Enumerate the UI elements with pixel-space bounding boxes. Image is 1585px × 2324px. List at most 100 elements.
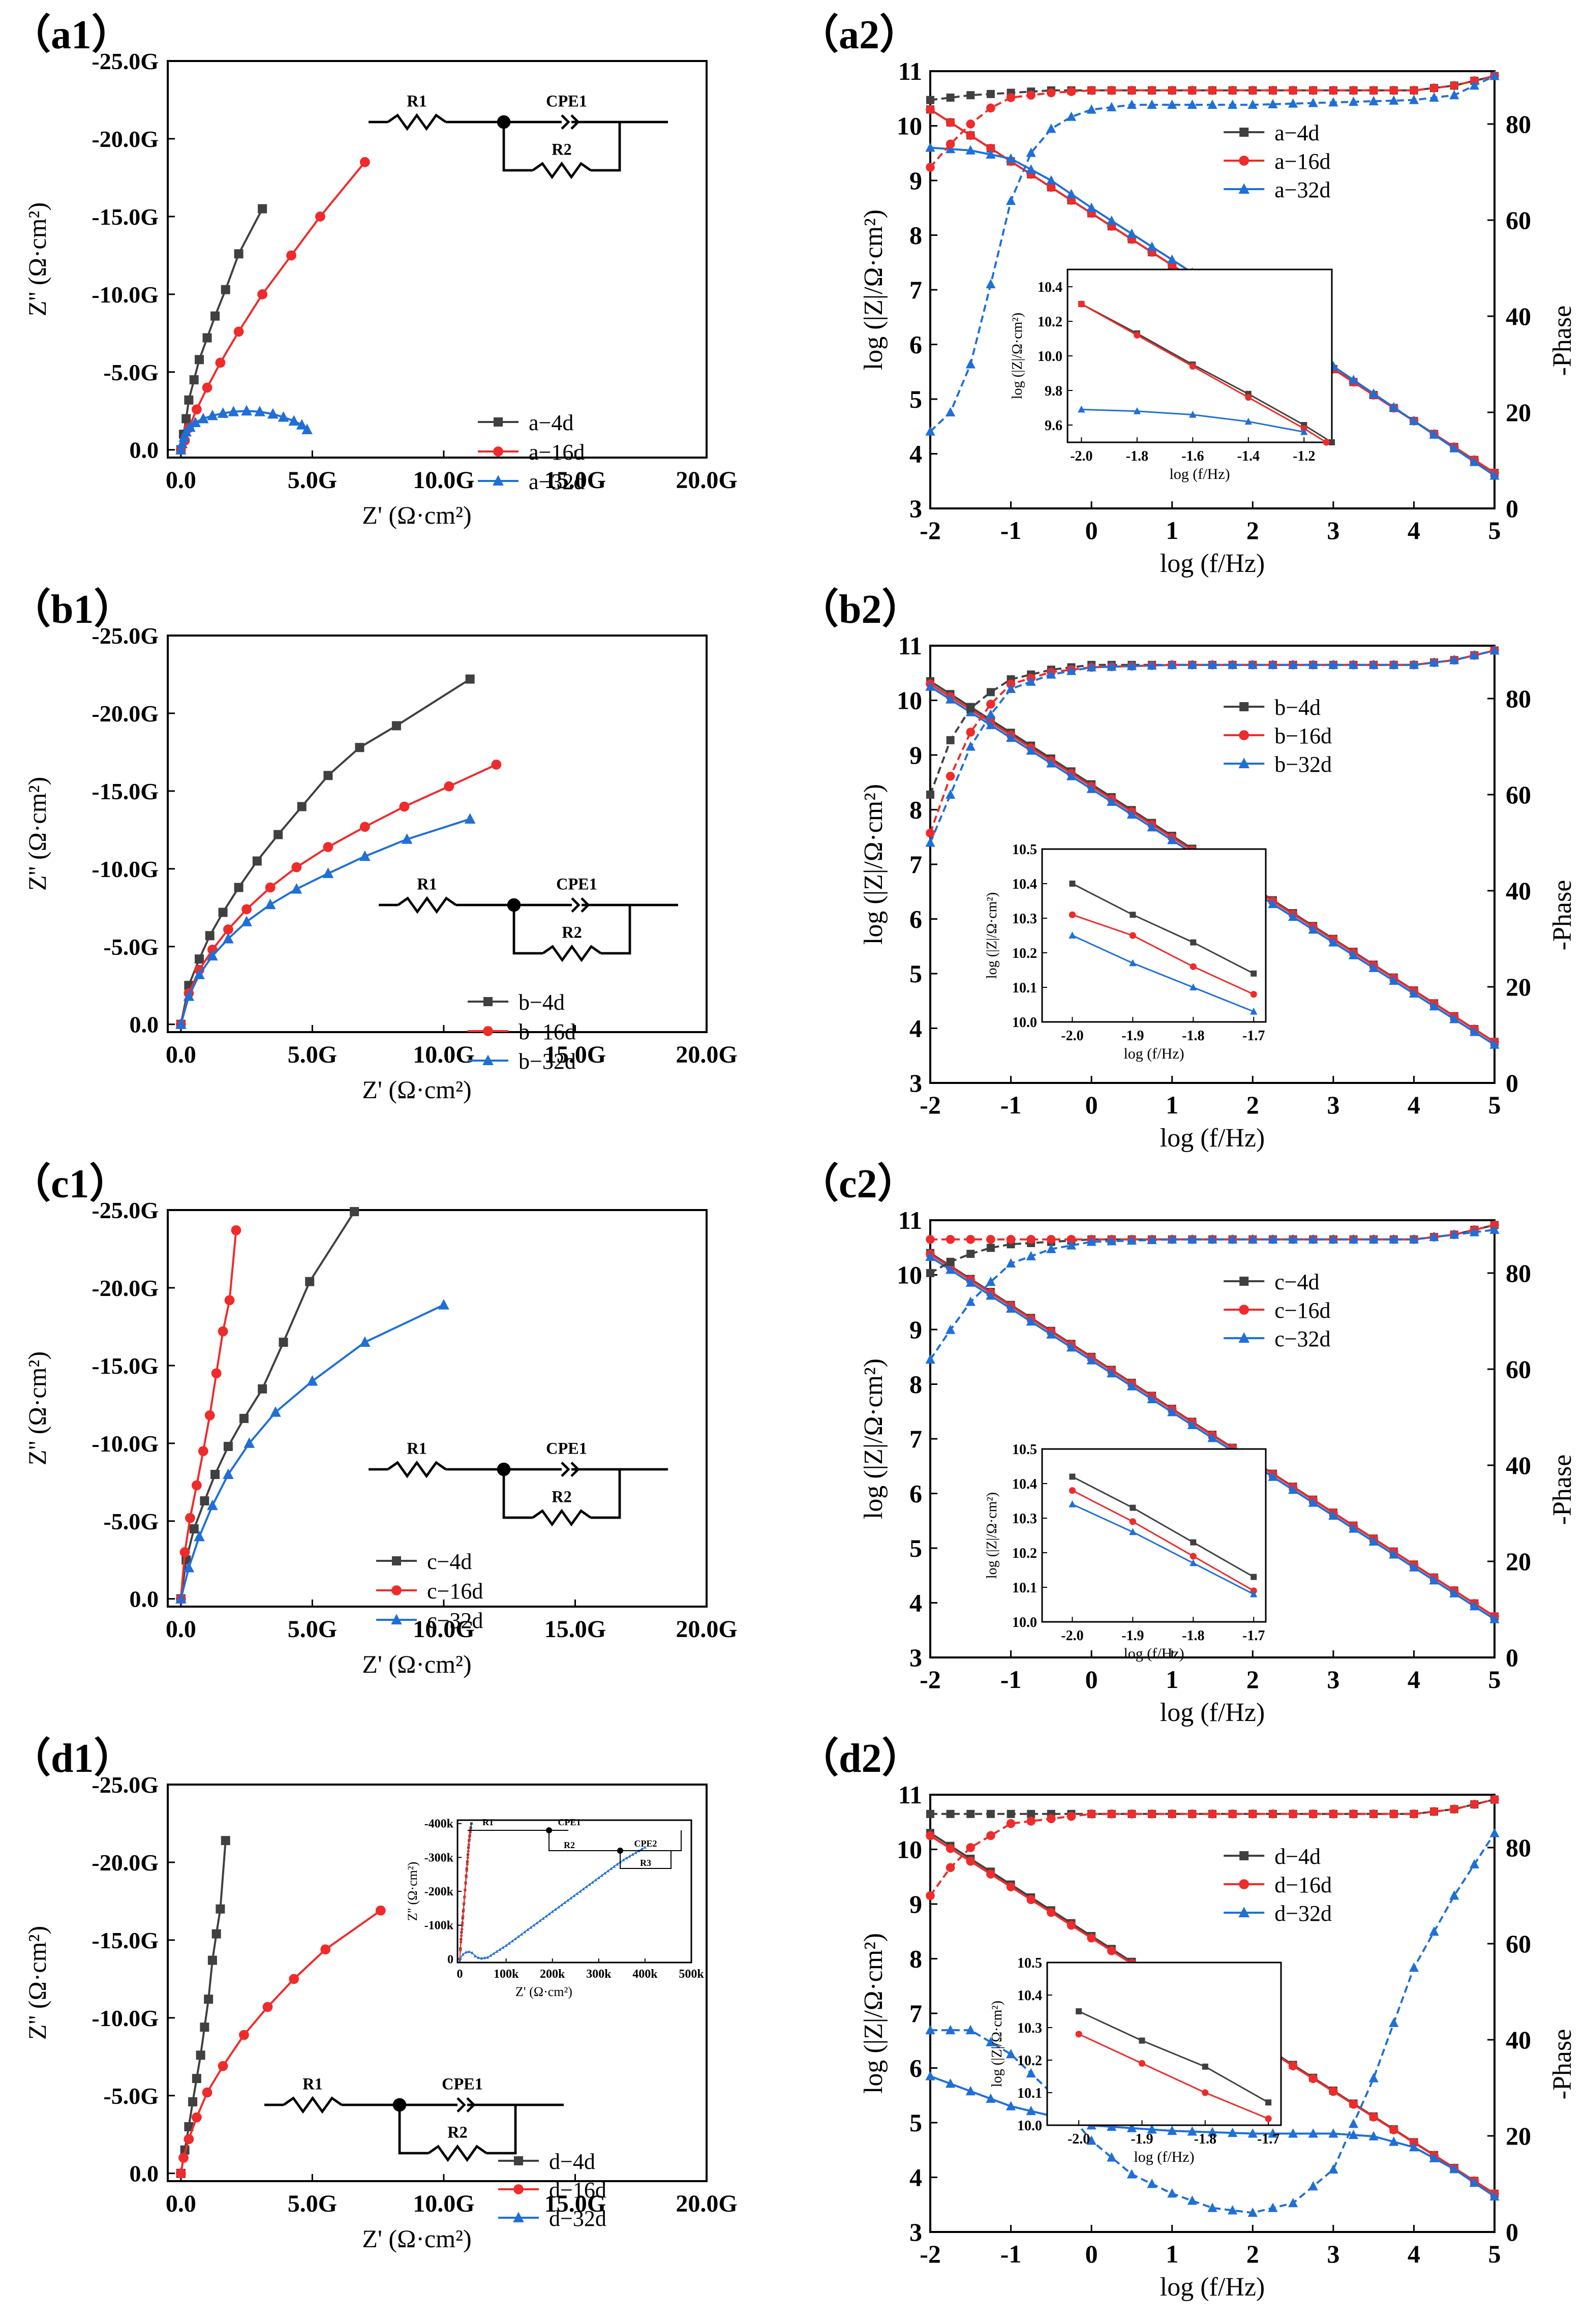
x-tick-label: 0 bbox=[1085, 1665, 1098, 1694]
legend-label: d−4d bbox=[549, 2149, 595, 2174]
y-tick-label: -15.0G bbox=[92, 204, 159, 230]
inset-series-d−32d-point bbox=[523, 1930, 527, 1934]
y-axis-label: log (|Z|/Ω·cm²) bbox=[859, 784, 888, 945]
series-a−32d phase-point bbox=[925, 426, 935, 436]
series-b−32d |Z|-point bbox=[1026, 745, 1036, 755]
series-b−32d |Z|-point bbox=[1126, 809, 1137, 819]
series-c−32d phase-point bbox=[1489, 1224, 1500, 1234]
plot-frame bbox=[167, 1209, 708, 1608]
x-tick-label: 0.0 bbox=[166, 467, 196, 494]
series-b−32d phase-point bbox=[1328, 659, 1338, 669]
inset-x-tick-label: -1.9 bbox=[1121, 1628, 1144, 1644]
series-d−16d |Z|-point bbox=[1107, 1946, 1116, 1955]
series-a−16d phase-point bbox=[1429, 83, 1439, 93]
panel-label: （c2） bbox=[798, 1162, 918, 1206]
series-d−16d |Z|-point bbox=[1066, 1920, 1076, 1930]
inset-series-d−32d-point bbox=[588, 1883, 591, 1886]
series-c−16d-point bbox=[224, 1295, 235, 1306]
x-tick-label: 1 bbox=[1166, 2240, 1178, 2268]
series-d−32d phase-point bbox=[1469, 1859, 1479, 1869]
legend-label: a−16d bbox=[1274, 149, 1330, 174]
series-d−32d |Z|-point bbox=[1389, 2136, 1399, 2146]
inset-x-tick-label: -1.7 bbox=[1257, 2131, 1279, 2147]
inset-y-tick-label: -200k bbox=[424, 1885, 454, 1898]
x-tick-label: 0.0 bbox=[166, 1616, 196, 1643]
series-d−32d phase-point bbox=[1429, 1926, 1439, 1936]
series-a−16d phase-point bbox=[1066, 87, 1076, 96]
legend-marker bbox=[482, 1054, 494, 1065]
series-d−32d |Z|-point bbox=[1228, 2127, 1238, 2137]
series-d−32d |Z|-point bbox=[986, 2093, 996, 2103]
inset-series-d−32d-point bbox=[591, 1880, 594, 1884]
inset-frame bbox=[1041, 1448, 1267, 1623]
inset-series-d−32d-point bbox=[504, 1944, 508, 1947]
series-d−16d-point bbox=[239, 2030, 249, 2040]
series-c−16d-point bbox=[211, 1368, 222, 1379]
x-tick-label: 5 bbox=[1488, 1665, 1501, 1694]
inset-series-c−16d-point bbox=[1129, 1518, 1136, 1525]
inset-series-d−32d-point bbox=[572, 1894, 576, 1897]
circuit-label-r1: R1 bbox=[482, 1817, 494, 1827]
inset-series-c−32d-point bbox=[1069, 1500, 1076, 1507]
series-a−32d-point bbox=[175, 444, 187, 455]
series-b−32d phase-point bbox=[965, 741, 976, 751]
series-a−16d-point bbox=[286, 250, 296, 261]
x-axis-label: log (f/Hz) bbox=[1160, 1124, 1265, 1153]
inset-series-d−32d-point bbox=[547, 1912, 551, 1915]
circuit-label-r1: R1 bbox=[417, 875, 437, 893]
y-tick-label: -10.0G bbox=[92, 856, 159, 882]
series-d−16d phase-point bbox=[946, 1863, 955, 1873]
y-axis-label: log (|Z|/Ω·cm²) bbox=[859, 1359, 888, 1519]
series-c−32d-point bbox=[438, 1299, 449, 1310]
series-c−16d phase-point bbox=[1006, 1235, 1016, 1244]
y-tick-label: 3 bbox=[909, 2218, 922, 2246]
inset-series-b−16d-line bbox=[1072, 914, 1254, 995]
inset-series-d−32d-point bbox=[609, 1867, 613, 1870]
series-b−32d phase-point bbox=[1409, 659, 1419, 669]
y-tick-label: 7 bbox=[909, 1425, 922, 1453]
series-d−32d |Z|-point bbox=[1429, 2153, 1439, 2162]
inset-x-tick-label: -2.0 bbox=[1068, 2131, 1090, 2147]
legend-marker bbox=[483, 997, 493, 1006]
series-d−4d phase-point bbox=[1007, 1809, 1015, 1818]
inset-series-d−4d-point bbox=[1139, 2037, 1145, 2044]
inset-series-d−32d-point bbox=[622, 1858, 625, 1861]
panel-（d1）: （d1） 0.0 5.0G 10.0G 15.0G 20.0G 0.0 -5.0G -10.0G… bbox=[10, 1736, 738, 2253]
x-tick-label: 15.0G bbox=[544, 2190, 606, 2217]
inset-series-d−32d-point bbox=[560, 1903, 563, 1907]
legend-marker bbox=[483, 1026, 493, 1036]
cpe-symbol bbox=[571, 897, 581, 913]
inset-plot: -2.0 -1.8 -1.6 -1.4 -1.2 9.6 9.8 10.0 10.2 10.4 lo… bbox=[1010, 268, 1335, 482]
y-axis-label: Z'' (Ω·cm²) bbox=[23, 777, 51, 891]
x-axis-label: log (f/Hz) bbox=[1160, 549, 1265, 578]
series-c−32d phase-point bbox=[986, 1276, 996, 1286]
inset-series-d−32d-point bbox=[532, 1923, 536, 1927]
y-tick-label: 3 bbox=[909, 1069, 922, 1097]
series-b−32d phase-point bbox=[1086, 662, 1096, 672]
series-d−4d phase-point bbox=[966, 1809, 975, 1818]
x-tick-label: 20.0G bbox=[676, 467, 737, 494]
series-a−16d-point bbox=[233, 326, 244, 337]
y-tick-label: 0.0 bbox=[130, 2161, 159, 2187]
legend: a−4d a−16d a−32d bbox=[478, 410, 585, 494]
y-tick-label: -25.0G bbox=[92, 1772, 159, 1798]
inset-series-c−4d-line bbox=[1072, 1476, 1254, 1578]
series-d−32d |Z|-point bbox=[1026, 2105, 1036, 2116]
inset-series-a−32d-point bbox=[1133, 407, 1141, 414]
series-b−4d phase-point bbox=[926, 790, 934, 799]
inset-series-d−32d-point bbox=[476, 1956, 480, 1959]
panel-label: （a1） bbox=[10, 13, 132, 57]
y-tick-label: 6 bbox=[909, 1480, 922, 1508]
legend-marker bbox=[493, 475, 504, 486]
inset-series-d−32d-point bbox=[594, 1878, 597, 1882]
inset-x-tick-label: -1.4 bbox=[1237, 448, 1260, 464]
resistor-r2 bbox=[532, 161, 592, 179]
series-b−4d-point bbox=[205, 931, 215, 941]
series-a−32d phase-point bbox=[946, 407, 956, 416]
series-b−32d phase-point bbox=[1308, 659, 1318, 669]
series-c−32d phase-point bbox=[965, 1296, 976, 1306]
series-d−16d-point bbox=[191, 2112, 202, 2123]
series-a−32d-point bbox=[278, 411, 289, 422]
series-a−16d phase-point bbox=[1228, 86, 1237, 95]
series-b−32d phase-point bbox=[1046, 669, 1056, 679]
